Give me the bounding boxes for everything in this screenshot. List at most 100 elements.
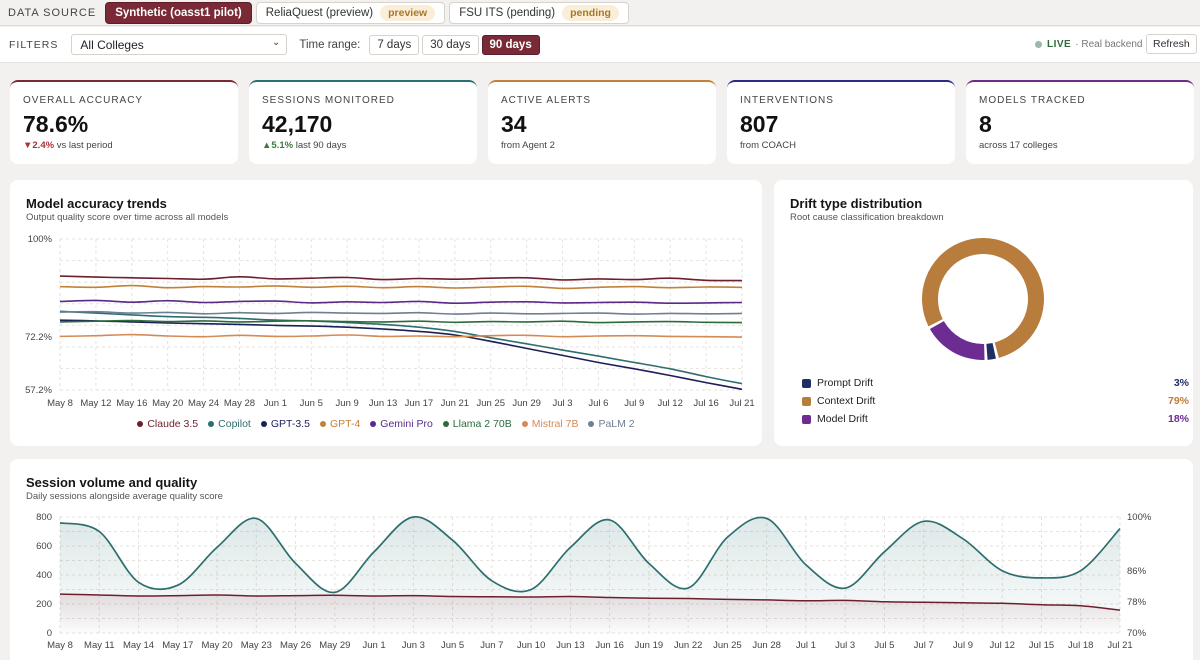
kpi-card-overall-accuracy: OVERALL ACCURACY 78.6% ▼2.4% vs last per… xyxy=(10,80,238,164)
kpi-value: 8 xyxy=(979,111,992,137)
legend-label: Mistral 7B xyxy=(531,418,579,430)
x-tick-label: May 16 xyxy=(116,398,147,409)
kpi-card-sessions-monitored: SESSIONS MONITORED 42,170 ▲5.1% last 90 … xyxy=(249,80,477,164)
source-label: Synthetic (oasst1 pilot) xyxy=(115,6,242,19)
x-tick-label: Jun 3 xyxy=(402,640,425,651)
college-select[interactable]: All Colleges ⌄ xyxy=(71,34,288,55)
accuracy-trends-panel: Model accuracy trends Output quality sco… xyxy=(10,180,762,446)
drift-distribution-panel: Drift type distribution Root cause class… xyxy=(774,180,1193,446)
legend-item[interactable]: Llama 2 70B xyxy=(442,418,512,430)
x-tick-label: Jul 12 xyxy=(658,398,683,409)
kpi-value: 807 xyxy=(740,111,779,137)
legend-dot-icon xyxy=(442,421,449,427)
kpi-sub-text: from Agent 2 xyxy=(501,140,555,151)
legend-item[interactable]: GPT-3.5 xyxy=(260,418,310,430)
x-tick-label: Jun 5 xyxy=(300,398,323,409)
source-button-synthetic[interactable]: Synthetic (oasst1 pilot) xyxy=(105,1,252,24)
kpi-value: 78.6% xyxy=(23,111,89,137)
source-button-fsu-its[interactable]: FSU ITS (pending) pending xyxy=(449,1,629,24)
y-tick-label: 100% xyxy=(28,234,53,245)
x-tick-label: Jun 29 xyxy=(512,398,541,409)
quality-area xyxy=(60,594,1120,633)
legend-item[interactable]: Mistral 7B xyxy=(521,418,579,430)
refresh-button[interactable]: Refresh xyxy=(1146,34,1197,54)
x-tick-label: May 20 xyxy=(152,398,183,409)
donut-slice xyxy=(986,342,996,360)
y-tick-label: 57.2% xyxy=(25,385,52,396)
backend-label: · Real backend xyxy=(1075,39,1143,50)
x-tick-label: Jul 21 xyxy=(1107,640,1132,651)
legend-item[interactable]: Claude 3.5 xyxy=(137,418,198,430)
session-volume-chart: 800 600 400 200 0 100% 86% 78% 70% May 8 May 11 May… xyxy=(36,512,1152,651)
drift-label: Context Drift xyxy=(817,395,876,407)
y-tick-label: 800 xyxy=(36,512,52,523)
legend-dot-icon xyxy=(260,421,267,427)
x-tick-label: Jun 7 xyxy=(480,640,503,651)
drift-legend-row-prompt: Prompt Drift 3% xyxy=(802,375,1189,391)
legend-swatch xyxy=(802,396,811,406)
kpi-sub-text: last 90 days xyxy=(295,140,347,151)
y-tick-label: 600 xyxy=(36,541,52,552)
source-button-reliaquest[interactable]: ReliaQuest (preview) preview xyxy=(255,1,446,24)
y2-tick-label: 78% xyxy=(1127,597,1147,608)
drift-percent: 79% xyxy=(1167,395,1189,407)
source-label: ReliaQuest (preview) xyxy=(265,6,374,19)
series-line xyxy=(59,319,743,391)
panel-subtitle: Daily sessions alongside average quality… xyxy=(26,491,223,502)
y-tick-label: 200 xyxy=(36,599,52,610)
x-tick-label: May 29 xyxy=(319,640,350,651)
drift-label: Prompt Drift xyxy=(817,377,874,389)
range-button-30-days[interactable]: 30 days xyxy=(422,34,479,55)
kpi-label: OVERALL ACCURACY xyxy=(23,95,144,106)
range-button-90-days[interactable]: 90 days xyxy=(481,34,540,55)
legend-swatch xyxy=(802,414,811,424)
x-tick-label: May 20 xyxy=(201,640,232,651)
data-source-label: DATA SOURCE xyxy=(8,6,97,19)
x-tick-label: Jul 9 xyxy=(624,398,644,409)
kpi-delta: ▼2.4% xyxy=(23,140,55,151)
drift-percent: 3% xyxy=(1173,377,1189,389)
y-tick-label: 0 xyxy=(47,628,52,639)
y2-tick-label: 86% xyxy=(1127,566,1147,577)
kpi-value: 34 xyxy=(501,111,527,137)
drift-legend-row-context: Context Drift 79% xyxy=(802,393,1189,409)
legend-item[interactable]: GPT-4 xyxy=(319,418,360,430)
legend-label: Copilot xyxy=(218,418,251,430)
x-tick-label: Jul 5 xyxy=(874,640,894,651)
x-tick-label: May 26 xyxy=(280,640,311,651)
x-tick-label: Jul 15 xyxy=(1029,640,1054,651)
legend-item[interactable]: Copilot xyxy=(208,418,251,430)
x-tick-label: Jun 21 xyxy=(441,398,470,409)
x-tick-label: Jul 3 xyxy=(552,398,572,409)
source-label: FSU ITS (pending) xyxy=(459,6,556,19)
donut-slice xyxy=(929,321,985,360)
x-tick-label: Jul 16 xyxy=(693,398,718,409)
kpi-label: MODELS TRACKED xyxy=(979,95,1086,106)
range-button-7-days[interactable]: 7 days xyxy=(369,34,420,55)
x-tick-label: Jul 6 xyxy=(588,398,608,409)
kpi-sub-text: from COACH xyxy=(740,140,796,151)
x-tick-label: May 24 xyxy=(188,398,219,409)
kpi-card-active-alerts: ACTIVE ALERTS 34 from Agent 2 xyxy=(488,80,716,164)
legend-item[interactable]: Gemini Pro xyxy=(370,418,433,430)
kpi-sub-text: vs last period xyxy=(56,140,113,151)
series-line xyxy=(59,284,743,290)
x-tick-label: May 11 xyxy=(84,640,114,651)
time-range-label: Time range: xyxy=(299,38,361,51)
x-tick-label: May 12 xyxy=(80,398,111,409)
panel-subtitle: Root cause classification breakdown xyxy=(790,212,944,223)
kpi-sub-text: across 17 colleges xyxy=(979,140,1058,151)
kpi-sub: ▼2.4% vs last period xyxy=(23,140,225,151)
legend-item[interactable]: PaLM 2 xyxy=(588,418,635,430)
college-select-value: All Colleges xyxy=(80,37,144,52)
series-line xyxy=(59,319,743,324)
legend-dot-icon xyxy=(208,421,215,427)
kpi-sub: ▲5.1% last 90 days xyxy=(262,140,464,151)
legend-label: Claude 3.5 xyxy=(147,418,199,430)
kpi-value: 42,170 xyxy=(262,111,333,137)
x-tick-label: Jul 3 xyxy=(835,640,855,651)
x-tick-label: Jun 10 xyxy=(517,640,546,651)
drift-percent: 18% xyxy=(1167,413,1189,425)
y2-tick-label: 100% xyxy=(1127,512,1152,523)
x-tick-label: Jul 7 xyxy=(914,640,934,651)
